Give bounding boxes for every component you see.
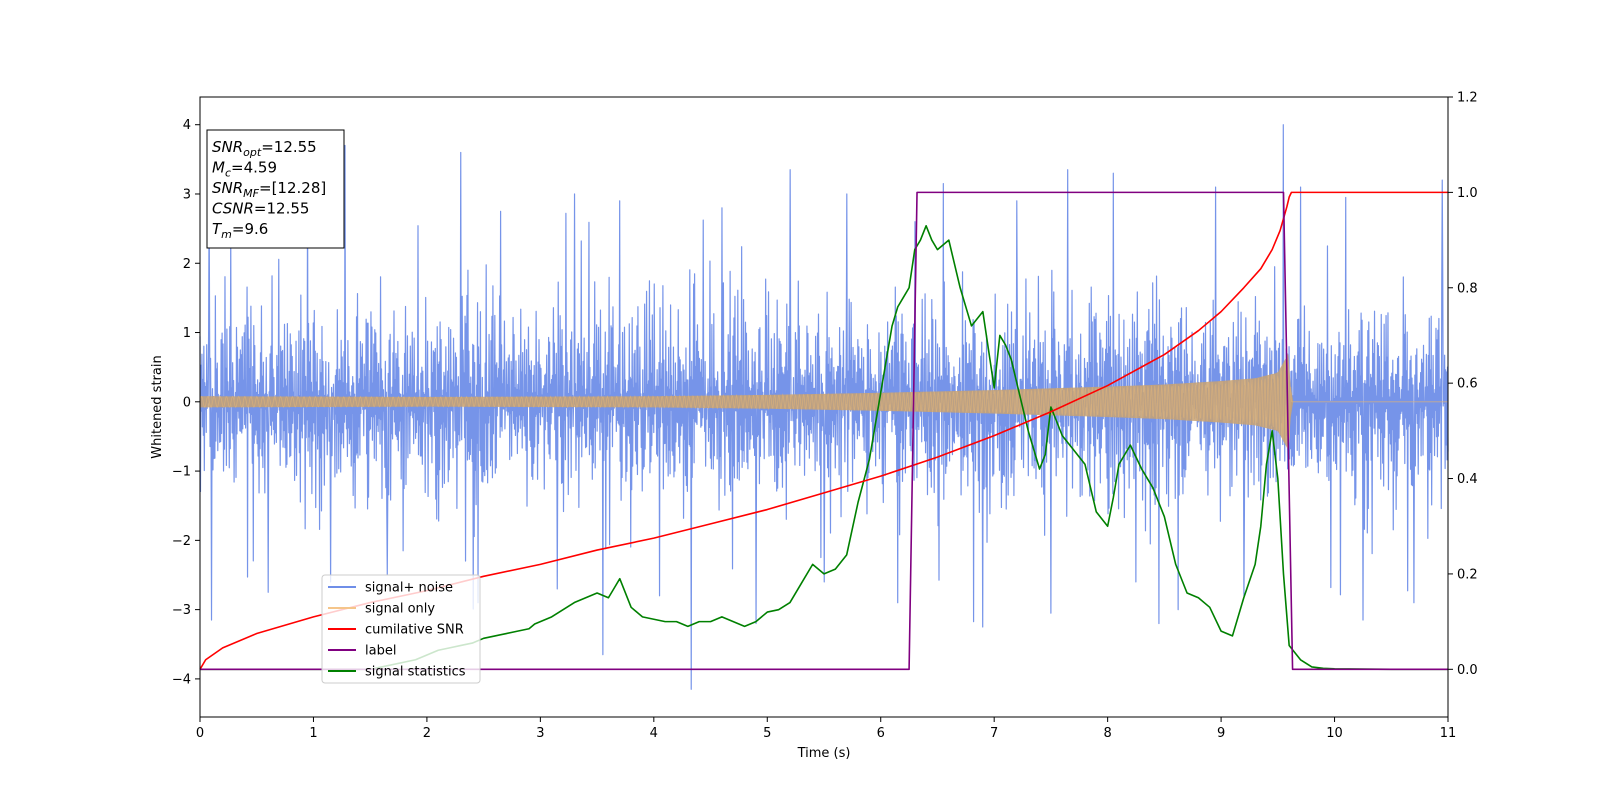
- x-tick-label: 4: [650, 726, 658, 741]
- plot-frame: [199, 96, 1449, 718]
- x-tick-label: 6: [877, 726, 885, 741]
- x-tick-label: 5: [763, 726, 771, 741]
- signal-only-line: [199, 355, 1448, 443]
- legend-label: signal statistics: [365, 665, 466, 680]
- info-box-line: SNRopt=12.55: [212, 138, 317, 159]
- x-tick-label: 0: [196, 726, 204, 741]
- y-left-tick-label: 1: [183, 326, 191, 341]
- signal-only-series: [199, 353, 1448, 451]
- y-right-tick-label: 1.0: [1457, 186, 1478, 201]
- x-tick-label: 2: [423, 726, 431, 741]
- y-axis-right-ticks: 0.0 0.2 0.4 0.6 0.8 1.0 1.2: [1448, 91, 1478, 678]
- x-tick-label: 10: [1326, 726, 1343, 741]
- y-right-tick-label: 0.8: [1457, 281, 1478, 296]
- x-tick-label: 8: [1103, 726, 1111, 741]
- x-tick-label: 11: [1440, 726, 1457, 741]
- y-left-tick-label: −4: [172, 672, 191, 687]
- y-right-tick-label: 0.4: [1457, 472, 1478, 487]
- signal-only-envelope: [200, 353, 1448, 451]
- y-left-tick-label: 0: [183, 395, 191, 410]
- legend-label: signal only: [365, 602, 435, 617]
- legend-label: signal+ noise: [365, 581, 453, 596]
- legend-label: cumilative SNR: [365, 623, 464, 638]
- y-left-tick-label: 4: [183, 118, 191, 133]
- y-left-tick-label: −2: [172, 534, 191, 549]
- y-left-tick-label: 3: [183, 187, 191, 202]
- y-axis-left-title: Whitened strain: [150, 355, 165, 458]
- label-line: [200, 191, 1448, 671]
- x-tick-label: 9: [1217, 726, 1225, 741]
- y-left-tick-label: −1: [172, 465, 191, 480]
- signal-noise-series: [199, 124, 1449, 690]
- x-tick-label: 3: [536, 726, 544, 741]
- y-left-tick-label: −3: [172, 603, 191, 618]
- y-right-tick-label: 0.2: [1457, 567, 1478, 582]
- legend-frame: [321, 574, 481, 684]
- info-box-frame: [206, 129, 345, 249]
- y-right-tick-label: 0.6: [1457, 377, 1478, 392]
- signal-noise-line: [199, 124, 1449, 690]
- info-box-line: Mc=4.59: [212, 159, 277, 180]
- info-box-line: CSNR=12.55: [212, 200, 309, 218]
- y-left-tick-label: 2: [183, 257, 191, 272]
- x-tick-label: 1: [309, 726, 317, 741]
- signal-statistics-line: [200, 224, 1448, 671]
- x-tick-label: 7: [990, 726, 998, 741]
- x-axis-title: Time (s): [797, 746, 851, 761]
- y-axis-left-ticks: −4 −3 −2 −1 0 1 2 3 4: [172, 118, 200, 687]
- legend-label: label: [365, 644, 396, 659]
- x-axis-ticks: 0 1 2 3 4 5 6 7 8 9 10 11: [196, 717, 1456, 741]
- info-box: SNRopt=12.55Mc=4.59SNRMF=[12.28]CSNR=12.…: [206, 129, 345, 249]
- info-box-line: Tm=9.6: [212, 220, 268, 241]
- legend: signal+ noise signal only cumilative SNR la…: [321, 574, 481, 684]
- y-right-tick-label: 1.2: [1457, 91, 1478, 106]
- y-right-tick-label: 0.0: [1457, 663, 1478, 678]
- info-box-line: SNRMF=[12.28]: [212, 179, 326, 200]
